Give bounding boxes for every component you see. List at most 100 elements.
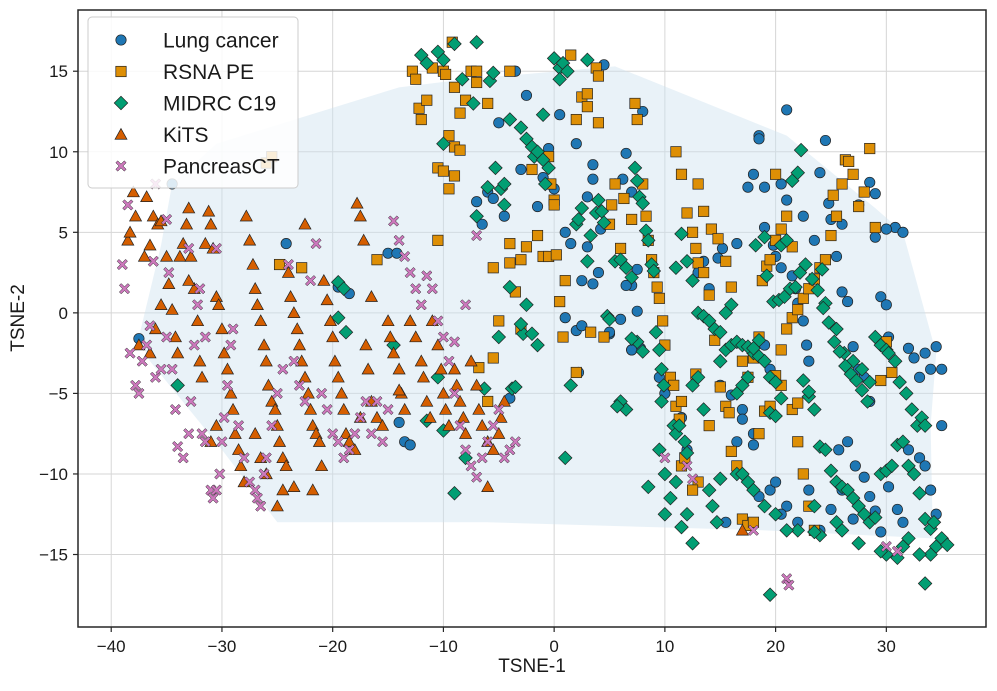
point-2-156 <box>892 374 907 390</box>
point-3-81 <box>357 233 371 246</box>
point-3-93 <box>403 314 417 327</box>
legend-marker-1 <box>115 65 127 78</box>
point-4-41 <box>260 452 272 464</box>
point-2-128 <box>829 515 844 530</box>
point-1-32 <box>487 262 499 274</box>
point-4-9 <box>147 255 159 267</box>
point-2-118 <box>923 547 938 562</box>
point-3-25 <box>198 236 212 249</box>
point-4-92 <box>687 473 699 485</box>
point-2-53 <box>641 233 656 248</box>
point-2-35 <box>571 212 586 227</box>
point-4-59 <box>360 395 372 408</box>
point-0-110 <box>864 490 876 503</box>
point-2-212 <box>538 176 553 192</box>
point-1-126 <box>875 374 887 387</box>
point-4-53 <box>327 428 339 440</box>
point-0-101 <box>914 371 926 383</box>
point-0-30 <box>498 210 510 222</box>
point-2-216 <box>508 379 523 395</box>
point-2-37 <box>580 254 595 269</box>
point-2-72 <box>705 498 720 514</box>
point-4-17 <box>177 452 189 464</box>
point-2-213 <box>480 179 495 195</box>
point-1-124 <box>864 142 876 155</box>
point-4-89 <box>448 336 461 348</box>
point-0-125 <box>803 484 815 496</box>
point-4-6 <box>136 355 148 367</box>
point-2-2 <box>336 281 352 296</box>
point-2-94 <box>818 442 833 458</box>
point-1-52 <box>559 275 571 287</box>
point-1-34 <box>504 65 516 77</box>
point-1-115 <box>825 229 837 242</box>
point-3-116 <box>492 426 506 439</box>
point-3-86 <box>375 418 390 431</box>
point-2-174 <box>821 315 837 330</box>
point-3-8 <box>146 209 160 222</box>
point-2-74 <box>712 353 728 369</box>
point-0-100 <box>908 352 920 364</box>
point-0-66 <box>736 403 748 416</box>
point-0-35 <box>565 238 577 250</box>
point-2-139 <box>712 471 728 487</box>
point-3-66 <box>312 435 326 447</box>
point-3-24 <box>195 370 209 383</box>
point-2-4 <box>338 324 354 340</box>
x-tick-label-1: −30 <box>208 637 237 656</box>
point-0-127 <box>825 503 837 515</box>
point-0-112 <box>883 481 895 493</box>
point-2-33 <box>563 378 579 393</box>
point-2-203 <box>419 55 435 71</box>
hull-region <box>138 66 937 539</box>
point-0-102 <box>919 347 931 359</box>
point-3-94 <box>409 330 423 343</box>
point-2-221 <box>635 344 650 359</box>
y-tick-label-1: −10 <box>39 465 68 484</box>
point-3-120 <box>364 290 379 302</box>
point-1-141 <box>725 281 737 293</box>
point-0-24 <box>581 241 593 253</box>
point-4-64 <box>388 215 400 227</box>
point-0-28 <box>476 218 488 230</box>
point-4-100 <box>183 242 195 254</box>
point-1-56 <box>581 101 593 113</box>
point-2-130 <box>807 524 822 540</box>
point-3-123 <box>182 273 196 286</box>
y-tick-label-0: −15 <box>39 546 68 565</box>
point-4-83 <box>493 403 505 416</box>
y-tick-label-4: 5 <box>59 223 68 242</box>
point-2-58 <box>654 361 669 377</box>
point-4-57 <box>349 428 361 440</box>
legend-label-2: MIDRC C19 <box>163 93 276 116</box>
point-3-1 <box>123 225 137 238</box>
point-3-113 <box>475 418 489 431</box>
point-4-27 <box>210 484 222 496</box>
point-4-77 <box>460 444 472 456</box>
point-0-87 <box>836 286 848 298</box>
point-3-92 <box>398 402 412 415</box>
point-2-175 <box>827 334 842 350</box>
point-4-65 <box>393 234 405 246</box>
point-4-48 <box>299 395 311 408</box>
point-1-114 <box>819 254 831 266</box>
point-1-142 <box>736 355 748 367</box>
point-2-198 <box>757 353 772 369</box>
point-3-54 <box>279 459 293 472</box>
point-2-82 <box>757 229 772 245</box>
point-1-75 <box>651 281 663 293</box>
point-3-87 <box>381 314 395 327</box>
point-2-134 <box>762 587 778 603</box>
point-2-182 <box>668 260 684 276</box>
point-3-59 <box>292 338 307 351</box>
point-3-52 <box>272 435 287 447</box>
point-1-67 <box>626 213 638 225</box>
point-2-22 <box>519 297 534 313</box>
point-2-70 <box>696 402 711 417</box>
point-1-26 <box>471 65 483 77</box>
point-1-69 <box>631 113 643 126</box>
point-3-15 <box>171 346 185 359</box>
point-0-31 <box>515 163 527 176</box>
point-2-110 <box>906 466 922 482</box>
point-4-82 <box>487 420 499 432</box>
